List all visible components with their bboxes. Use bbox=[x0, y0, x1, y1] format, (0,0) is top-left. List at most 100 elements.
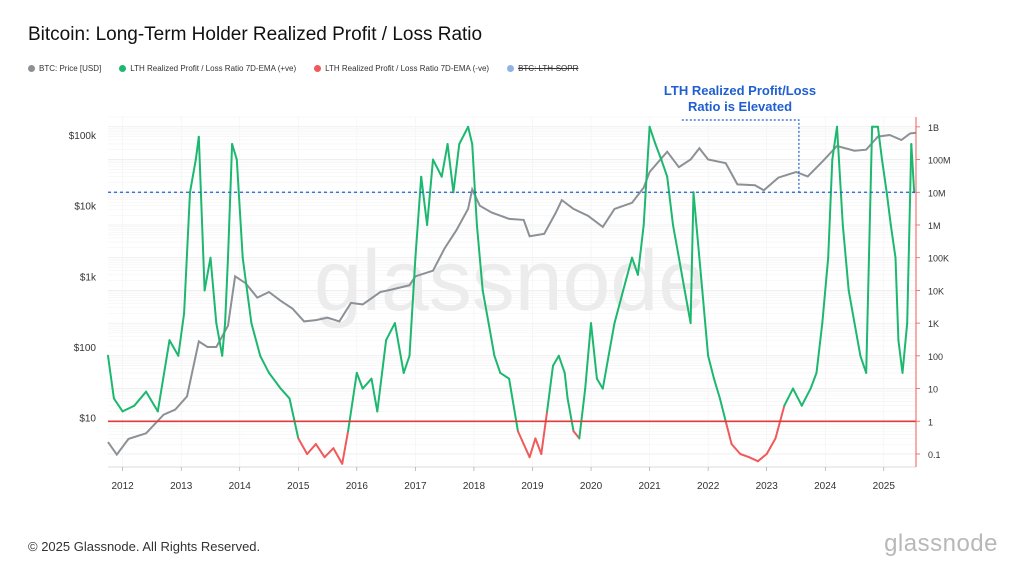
ratio-positive-segment bbox=[876, 125, 883, 161]
ratio-positive-segment bbox=[385, 322, 396, 342]
ratio-positive-segment bbox=[347, 371, 358, 433]
y-left-tick-label: $1k bbox=[80, 272, 97, 283]
legend-label-lth-positive: LTH Realized Profit / Loss Ratio 7D-EMA … bbox=[130, 64, 297, 73]
ratio-positive-segment bbox=[648, 125, 657, 145]
ratio-positive-segment bbox=[601, 354, 610, 390]
ratio-positive-segment bbox=[426, 158, 434, 226]
ratio-positive-segment bbox=[853, 322, 862, 357]
ratio-negative-segment bbox=[534, 437, 543, 455]
y-right-tick-label: 100M bbox=[928, 156, 951, 166]
ratio-positive-segment bbox=[452, 143, 461, 194]
ratio-positive-segment bbox=[481, 289, 490, 325]
x-tick-label: 2017 bbox=[404, 481, 427, 492]
chart-title: Bitcoin: Long-Term Holder Realized Profi… bbox=[28, 24, 483, 45]
ratio-positive-segment bbox=[607, 322, 616, 357]
legend-dot-icon bbox=[119, 65, 127, 72]
ratio-positive-segment bbox=[546, 364, 554, 413]
ratio-positive-segment bbox=[408, 256, 417, 357]
ratio-positive-segment bbox=[279, 387, 291, 400]
ratio-positive-segment bbox=[683, 289, 692, 325]
y-left-tick-label: $10k bbox=[74, 202, 97, 213]
ratio-negative-segment bbox=[522, 443, 531, 459]
copyright-footer: © 2025 Glassnode. All Rights Reserved. bbox=[28, 539, 261, 554]
ratio-positive-segment bbox=[259, 354, 270, 374]
ratio-positive-segment bbox=[906, 143, 913, 325]
ratio-positive-segment bbox=[881, 158, 888, 194]
ratio-positive-segment bbox=[268, 371, 282, 390]
x-tick-label: 2025 bbox=[873, 481, 896, 492]
ratio-positive-segment bbox=[885, 191, 892, 226]
y-left-tick-label: $10 bbox=[79, 414, 96, 425]
legend-label-lth-negative: LTH Realized Profit / Loss Ratio 7D-EMA … bbox=[325, 64, 490, 73]
ratio-positive-segment bbox=[361, 377, 373, 390]
ratio-positive-segment bbox=[660, 158, 669, 178]
ratio-negative-segment bbox=[748, 456, 759, 463]
y-right-tick-label: 1K bbox=[928, 319, 939, 329]
ratio-negative-segment bbox=[724, 420, 733, 446]
ratio-negative-segment bbox=[730, 443, 742, 455]
ratio-positive-segment bbox=[112, 397, 124, 413]
legend-item-price[interactable]: BTC: Price [USD] bbox=[28, 64, 101, 73]
ratio-positive-segment bbox=[800, 387, 812, 407]
ratio-positive-segment bbox=[815, 322, 824, 374]
ratio-positive-segment bbox=[689, 191, 695, 325]
ratio-positive-segment bbox=[432, 158, 443, 178]
ratio-positive-segment bbox=[707, 354, 715, 380]
ratio-positive-segment bbox=[177, 312, 186, 357]
ratio-positive-segment bbox=[121, 404, 136, 413]
ratio-positive-segment bbox=[203, 256, 212, 292]
y-right-tick-label: 100K bbox=[928, 254, 949, 264]
ratio-positive-segment bbox=[897, 339, 904, 374]
ratio-negative-segment bbox=[332, 447, 344, 465]
ratio-positive-segment bbox=[552, 354, 560, 367]
y-right-tick-label: 10M bbox=[928, 188, 946, 198]
x-tick-label: 2020 bbox=[580, 481, 603, 492]
ratio-negative-segment bbox=[314, 443, 326, 459]
x-tick-label: 2018 bbox=[463, 481, 486, 492]
ratio-positive-segment bbox=[827, 158, 834, 259]
ratio-positive-segment bbox=[821, 256, 830, 325]
ratio-positive-segment bbox=[809, 371, 818, 390]
ratio-positive-segment bbox=[393, 322, 405, 374]
axes-layer: 2012 2013 2014 2015 2016 2017 2018 2019 2020 2021… bbox=[69, 117, 951, 492]
ratio-positive-segment bbox=[250, 322, 262, 357]
legend-dot-icon bbox=[507, 65, 515, 72]
ratio-positive-segment bbox=[910, 143, 916, 194]
x-tick-label: 2024 bbox=[814, 481, 837, 492]
y-right-tick-label: 10K bbox=[928, 286, 944, 296]
ratio-positive-segment bbox=[475, 224, 484, 292]
elevated-annotation: LTH Realized Profit/Loss Ratio is Elevat… bbox=[640, 83, 840, 115]
annotation-line-1: LTH Realized Profit/Loss bbox=[663, 83, 817, 98]
x-tick-label: 2019 bbox=[521, 481, 544, 492]
ratio-positive-segment bbox=[865, 125, 874, 374]
ratio-positive-segment bbox=[557, 354, 566, 374]
ratio-positive-segment bbox=[493, 354, 502, 374]
ratio-positive-segment bbox=[636, 224, 645, 276]
ratio-positive-segment bbox=[156, 339, 171, 413]
ratio-positive-segment bbox=[145, 390, 159, 413]
ratio-positive-segment bbox=[376, 339, 388, 413]
ratio-positive-segment bbox=[642, 125, 651, 226]
ratio-positive-segment bbox=[420, 175, 429, 226]
y-left-tick-label: $100k bbox=[69, 131, 97, 142]
legend-item-lth-negative[interactable]: LTH Realized Profit / Loss Ratio 7D-EMA … bbox=[314, 64, 489, 73]
ratio-positive-segment bbox=[414, 175, 423, 259]
ratio-positive-segment bbox=[631, 256, 639, 276]
y-right-tick-label: 1M bbox=[928, 221, 941, 231]
ratio-positive-segment bbox=[224, 256, 229, 325]
watermark: glassnode bbox=[314, 233, 706, 329]
ratio-positive-segment bbox=[221, 322, 227, 357]
y-left-tick-label: $100 bbox=[74, 343, 97, 354]
ratio-negative-segment bbox=[765, 437, 777, 455]
ratio-negative-segment bbox=[756, 453, 768, 463]
ratio-negative-segment bbox=[739, 453, 751, 459]
ratio-positive-segment bbox=[467, 125, 474, 145]
legend-label-price: BTC: Price [USD] bbox=[39, 64, 102, 73]
ratio-positive-segment bbox=[595, 377, 604, 390]
ratio-negative-segment bbox=[528, 437, 537, 459]
ratio-positive-segment bbox=[458, 125, 470, 145]
ratio-positive-segment bbox=[666, 175, 674, 226]
legend-item-lth-positive[interactable]: LTH Realized Profit / Loss Ratio 7D-EMA … bbox=[119, 64, 296, 73]
ratio-positive-segment bbox=[841, 224, 850, 292]
legend-item-lth-sopr[interactable]: BTC: LTH-SOPR bbox=[507, 64, 578, 73]
